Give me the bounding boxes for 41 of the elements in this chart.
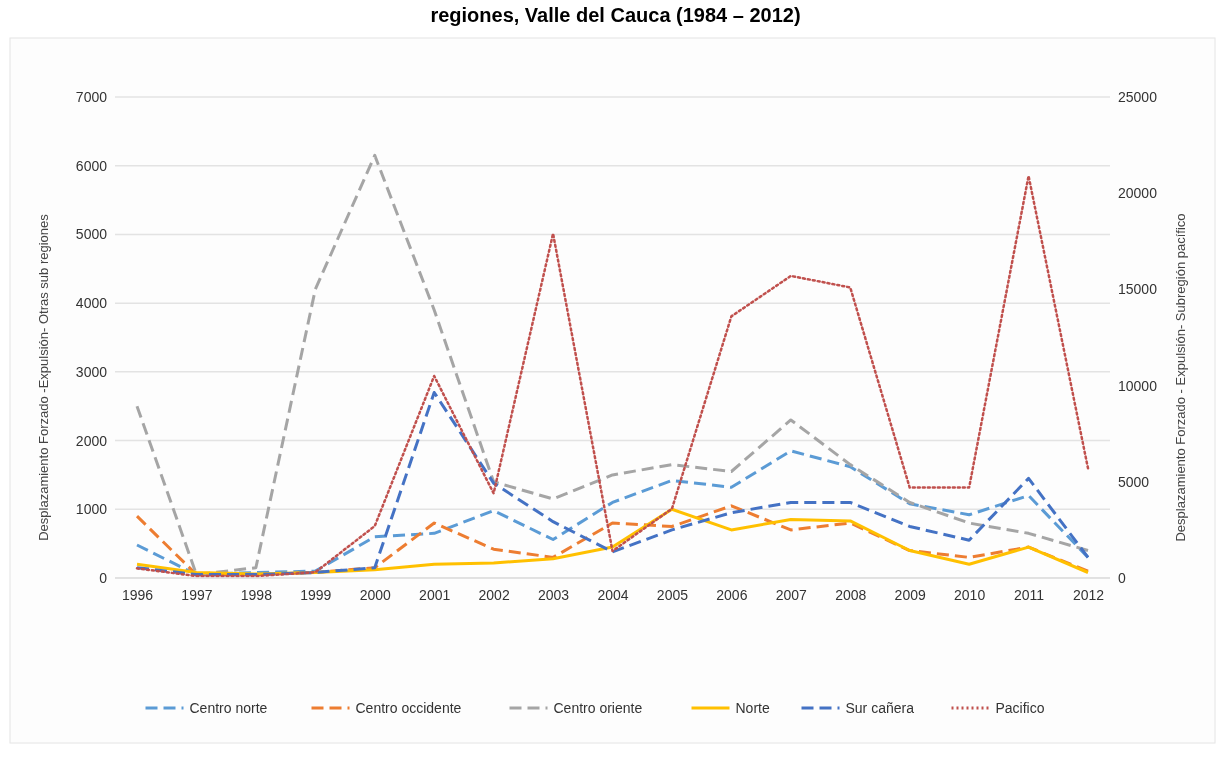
x-tick-label: 2009 bbox=[894, 586, 926, 603]
x-tick-label: 2010 bbox=[954, 586, 986, 603]
x-tick-label: 2012 bbox=[1072, 586, 1105, 603]
y2-tick-label: 0 bbox=[1118, 569, 1126, 586]
y-tick-label: 5000 bbox=[75, 226, 108, 243]
x-tick-label: 2011 bbox=[1014, 586, 1045, 603]
y2-tick-label: 5000 bbox=[1118, 473, 1150, 490]
x-tick-label: 2001 bbox=[419, 586, 451, 603]
legend-label: Centro norte bbox=[189, 699, 268, 716]
y2-tick-label: 25000 bbox=[1118, 88, 1158, 105]
x-tick-label: 2004 bbox=[597, 586, 629, 603]
y2-tick-label: 15000 bbox=[1118, 281, 1158, 298]
y2-tick-label: 20000 bbox=[1118, 185, 1158, 202]
y2-tick-label: 10000 bbox=[1118, 377, 1158, 394]
y-tick-label: 4000 bbox=[75, 295, 108, 312]
legend-label: Centro oriente bbox=[553, 699, 643, 716]
x-tick-label: 1997 bbox=[181, 586, 213, 603]
x-tick-label: 2005 bbox=[656, 586, 689, 603]
x-tick-label: 1996 bbox=[121, 586, 154, 603]
x-tick-label: 1998 bbox=[240, 586, 273, 603]
x-tick-label: 2002 bbox=[478, 586, 510, 603]
y-tick-label: 6000 bbox=[75, 157, 108, 174]
x-tick-label: 2003 bbox=[537, 586, 570, 603]
chart-title: regiones, Valle del Cauca (1984 – 2012) bbox=[430, 4, 801, 26]
x-tick-label: 2000 bbox=[359, 586, 392, 603]
legend-label: Sur cañera bbox=[845, 699, 915, 716]
line-series bbox=[135, 390, 1090, 577]
x-tick-label: 1999 bbox=[300, 586, 332, 603]
y-tick-label: 0 bbox=[99, 569, 108, 586]
y2-axis-title: Desplazamiento Forzado - Expulsión- Subregión pacífico bbox=[1173, 213, 1188, 542]
y-tick-label: 2000 bbox=[75, 432, 108, 449]
legend-label: Norte bbox=[735, 699, 770, 716]
y-tick-label: 1000 bbox=[75, 501, 108, 518]
x-tick-label: 2008 bbox=[835, 586, 867, 603]
x-tick-label: 2007 bbox=[775, 586, 808, 603]
legend-label: Pacifico bbox=[995, 699, 1045, 716]
legend-label: Centro occidente bbox=[355, 699, 462, 716]
x-tick-label: 2006 bbox=[716, 586, 748, 603]
y-tick-label: 3000 bbox=[75, 363, 108, 380]
y-axis-title: Desplazamiento Forzado -Expulsión- Otras sub regiones bbox=[36, 213, 51, 541]
y-tick-label: 7000 bbox=[75, 88, 108, 105]
